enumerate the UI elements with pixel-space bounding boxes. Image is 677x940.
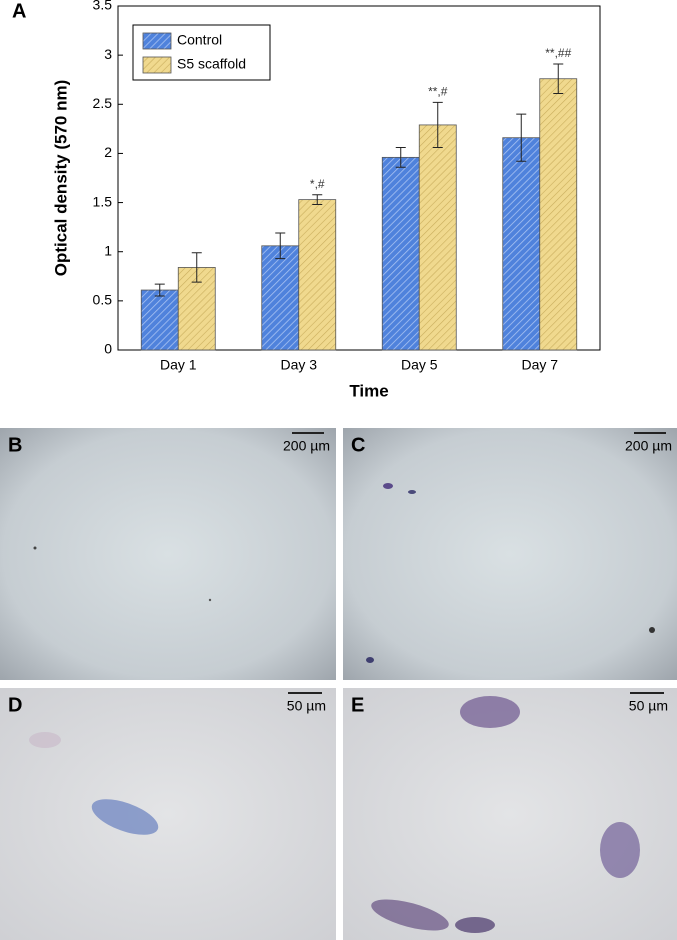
error-bar [191, 252, 202, 283]
error-bar [312, 194, 323, 206]
micrograph [343, 688, 677, 940]
significance-label: **,## [545, 46, 571, 60]
cell [460, 696, 520, 728]
micrograph [0, 428, 336, 680]
legend-swatch [142, 32, 172, 50]
bar [261, 245, 300, 351]
panel-label: E [351, 694, 364, 716]
y-tick-label: 0 [104, 341, 112, 357]
cell [91, 799, 159, 835]
y-tick-label: 1 [104, 242, 112, 258]
error-bar [516, 113, 527, 162]
legend-label: Control [177, 32, 222, 48]
significance-label: *,# [310, 177, 325, 191]
scale-label: 200 µm [283, 438, 330, 454]
speck [208, 598, 212, 602]
cell [366, 657, 374, 663]
bar [539, 78, 578, 351]
panel-label: D [8, 694, 22, 716]
cell [408, 490, 416, 494]
error-bar [275, 232, 286, 260]
bar [298, 199, 337, 351]
significance-label: **,# [428, 84, 448, 98]
scale-label: 200 µm [625, 438, 672, 454]
panel-label: B [8, 434, 22, 456]
error-bar [395, 147, 406, 168]
bar [381, 156, 420, 351]
micrograph [343, 428, 677, 680]
x-tick-label: Day 7 [521, 357, 558, 373]
cell [29, 732, 61, 748]
panel-label: C [351, 434, 365, 456]
panel-label: A [12, 0, 26, 22]
scale-label: 50 µm [287, 698, 326, 714]
cell [600, 822, 640, 878]
y-tick-label: 0.5 [93, 292, 113, 308]
speck [33, 546, 37, 550]
y-tick-label: 3 [104, 46, 112, 62]
cell [371, 899, 449, 931]
panel-B: B 200 µm [0, 428, 336, 680]
x-axis-label: Time [349, 381, 388, 400]
x-tick-label: Day 5 [401, 357, 438, 373]
x-tick-label: Day 1 [160, 357, 197, 373]
y-tick-label: 3.5 [93, 0, 113, 13]
error-bar [553, 63, 564, 94]
cell [649, 627, 655, 633]
error-bar [154, 283, 165, 297]
bar [140, 289, 179, 351]
y-axis-label: Optical density (570 nm) [51, 80, 70, 277]
micrograph [0, 688, 336, 940]
scale-label: 50 µm [629, 698, 668, 714]
x-tick-label: Day 3 [280, 357, 317, 373]
bar-chart: A Optical density (570 nm) Time 0 0.5 1 1.5… [12, 0, 601, 400]
plot-frame [117, 5, 601, 351]
y-tick-label: 2.5 [93, 95, 113, 111]
legend-label: S5 scaffold [177, 56, 246, 72]
panel-D: D 50 µm [0, 688, 336, 940]
cell [455, 917, 495, 933]
y-tick-label: 2 [104, 144, 112, 160]
panel-E: E 50 µm [343, 688, 677, 940]
panel-C: C 200 µm [343, 428, 677, 680]
error-bar [432, 101, 443, 149]
legend-swatch [142, 56, 172, 74]
y-tick-label: 1.5 [93, 193, 113, 209]
bar [502, 137, 541, 351]
bar [418, 124, 457, 351]
cell [383, 483, 393, 489]
